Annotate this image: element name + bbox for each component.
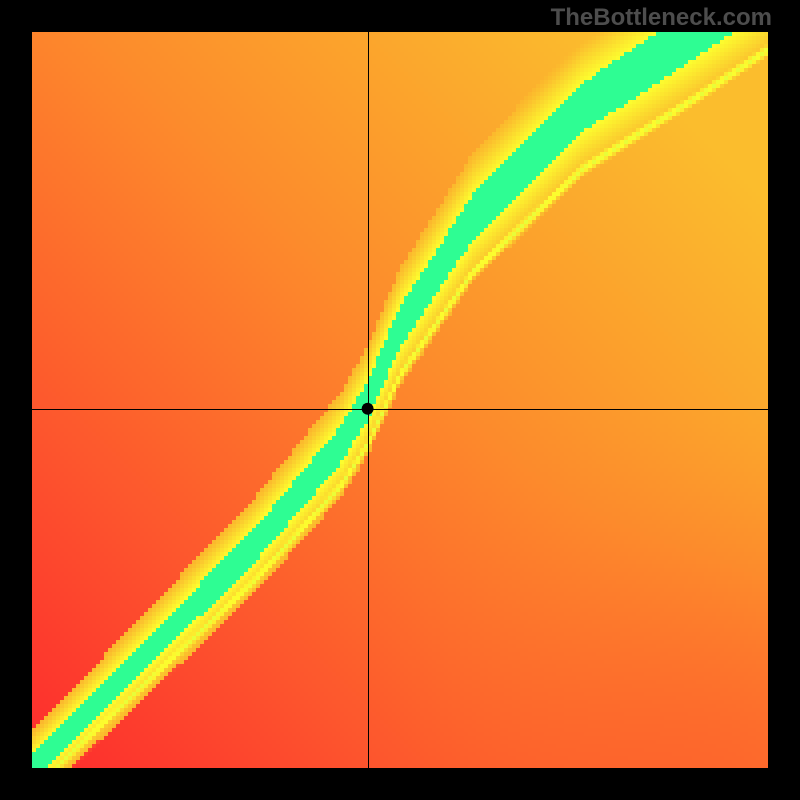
watermark-text: TheBottleneck.com [551, 4, 772, 32]
plot-area [32, 32, 768, 768]
outer-frame: TheBottleneck.com [0, 0, 800, 800]
heatmap-canvas [32, 32, 768, 768]
